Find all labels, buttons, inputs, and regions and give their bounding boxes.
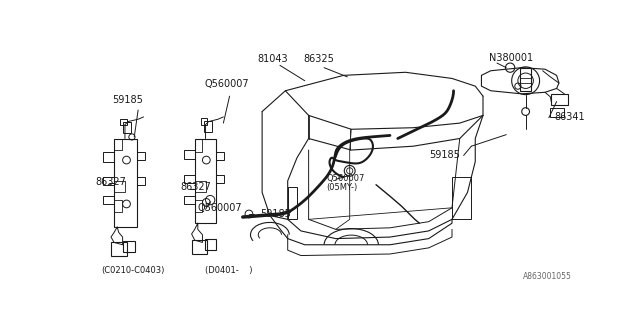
Bar <box>216 152 224 160</box>
Text: (05MY-): (05MY-) <box>326 183 358 192</box>
Bar <box>216 175 224 183</box>
Text: N380001: N380001 <box>489 53 533 63</box>
Text: 59185: 59185 <box>429 150 460 160</box>
Text: 59185: 59185 <box>113 95 143 105</box>
Bar <box>111 243 127 256</box>
Bar <box>184 175 195 183</box>
Text: 86327: 86327 <box>95 177 126 187</box>
Bar <box>205 239 216 250</box>
Bar <box>103 177 114 185</box>
Bar <box>124 241 135 252</box>
Text: 86327: 86327 <box>180 182 212 192</box>
Text: A863001055: A863001055 <box>524 272 572 281</box>
Text: Q560007: Q560007 <box>205 79 250 89</box>
Bar <box>138 177 145 185</box>
Bar <box>201 118 207 124</box>
Text: 59185: 59185 <box>260 209 291 219</box>
Bar <box>120 119 127 125</box>
Text: 86341: 86341 <box>554 112 585 122</box>
Bar <box>103 152 114 162</box>
Text: (C0210-C0403): (C0210-C0403) <box>101 267 164 276</box>
Text: Q560007: Q560007 <box>326 174 365 183</box>
Bar <box>138 152 145 160</box>
Bar <box>520 68 531 91</box>
Text: 86325: 86325 <box>303 54 334 64</box>
Bar <box>550 108 564 117</box>
Bar <box>103 196 114 204</box>
Bar <box>204 121 212 132</box>
Text: 81043: 81043 <box>257 54 287 64</box>
Text: Q560007: Q560007 <box>198 203 243 213</box>
Bar <box>551 94 568 105</box>
Bar <box>184 150 195 159</box>
Bar <box>184 196 195 204</box>
Bar <box>124 122 131 133</box>
Text: (D0401-    ): (D0401- ) <box>205 267 253 276</box>
Bar <box>288 187 297 219</box>
Bar <box>191 240 207 254</box>
Bar <box>452 177 472 219</box>
Bar <box>114 139 138 227</box>
Bar <box>195 139 216 223</box>
